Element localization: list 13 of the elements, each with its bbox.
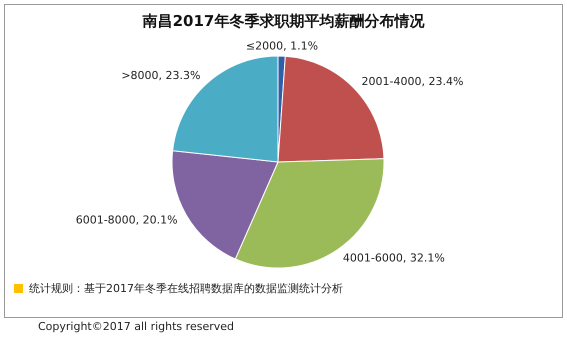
data-label: , 32.1% bbox=[402, 252, 445, 265]
data-label: , 23.4% bbox=[422, 75, 464, 88]
slice-label: ≤2000 bbox=[246, 40, 284, 53]
slice-label: >8000 bbox=[121, 69, 159, 82]
chart-title: 南昌2017年冬季求职期平均薪酬分布情况 bbox=[142, 12, 426, 31]
slice-label: 2001-4000 bbox=[362, 75, 422, 88]
data-label: , 20.1% bbox=[136, 214, 178, 227]
slice-label: 6001-8000 bbox=[76, 214, 136, 227]
data-label: , 23.3% bbox=[158, 69, 200, 82]
data-label: , 1.1% bbox=[283, 40, 318, 53]
slice-label: 4001-6000 bbox=[342, 252, 403, 265]
text: Copyright©2017 all rights reserved bbox=[38, 320, 234, 333]
text: 统计规则：基于2017年冬季在线招聘数据库的数据监测统计分析 bbox=[29, 281, 343, 296]
